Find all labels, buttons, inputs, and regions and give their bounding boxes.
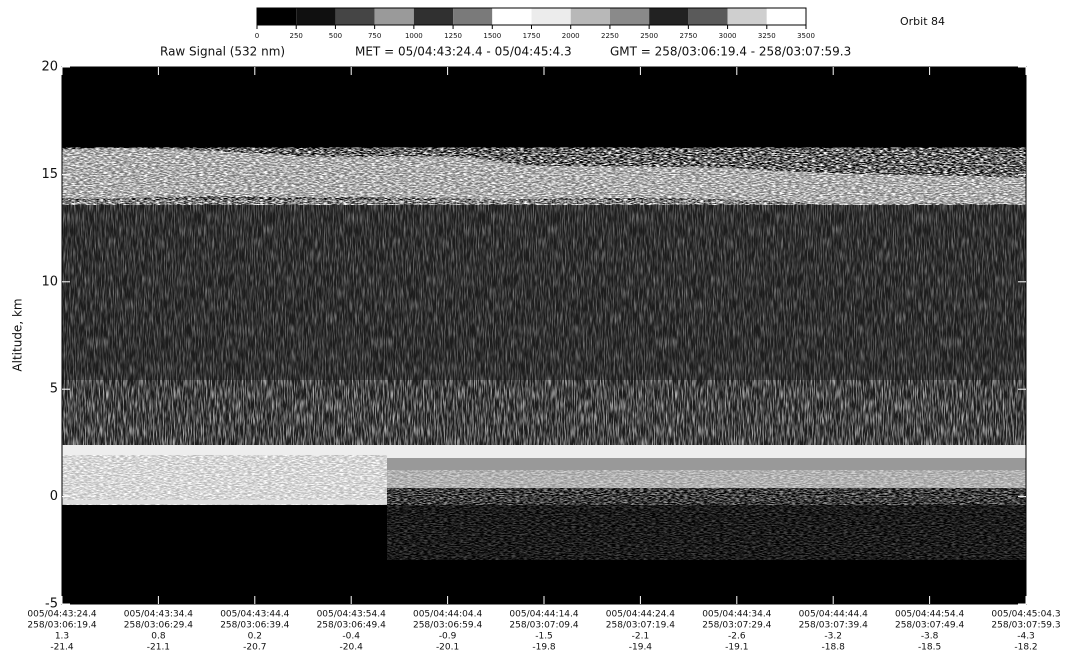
y-axis-label: Altitude, km [11,298,25,371]
x-tick-label: -2.6 [728,632,746,642]
y-tick-label: 20 [41,60,58,75]
y-tick-label: 0 [50,489,58,504]
x-tick-label: 005/04:44:34.4 [702,610,771,620]
x-tick-label: -18.5 [918,643,941,653]
y-tick-label: 10 [41,274,58,289]
x-tick-label: -19.1 [725,643,748,653]
x-tick-label: 258/03:07:49.4 [895,621,964,631]
colorbar-swatch [688,8,727,25]
x-tick-label: 005/04:43:34.4 [124,610,193,620]
colorbar-swatch [335,8,374,25]
x-tick-label: 258/03:06:49.4 [317,621,386,631]
x-tick-label: -19.8 [532,643,556,653]
x-tick-label: 0.2 [248,632,262,642]
colorbar-tick-label: 2750 [679,32,697,40]
x-tick-label: 005/04:44:04.4 [413,610,482,620]
x-tick-label: 258/03:07:59.3 [991,621,1060,631]
x-tick-label: -20.1 [436,643,459,653]
x-tick-label: -21.4 [50,643,74,653]
colorbar-tick-label: 3250 [758,32,776,40]
colorbar-tick-label: 3500 [797,32,815,40]
x-tick-label: -21.1 [147,643,170,653]
colorbar-tick-label: 250 [290,32,303,40]
annotation: Orbit 84 [900,15,945,28]
subtitle-met: MET = 05/04:43:24.4 - 05/04:45:4.3 [355,45,572,59]
x-tick-label: 0.8 [151,632,166,642]
colorbar-tick-label: 0 [255,32,259,40]
x-tick-label: -3.8 [921,632,939,642]
colorbar-swatch [257,8,296,25]
x-tick-label: 258/03:07:39.4 [799,621,868,631]
chart-title: Raw Signal (532 nm) [160,45,285,59]
colorbar-swatch [492,8,531,25]
colorbar-swatch [728,8,767,25]
colorbar-tick-label: 750 [368,32,381,40]
colorbar-swatch [296,8,335,25]
colorbar-tick-label: 2500 [640,32,658,40]
x-tick-label: 258/03:06:29.4 [124,621,193,631]
subtitle-gmt: GMT = 258/03:06:19.4 - 258/03:07:59.3 [610,45,851,59]
x-tick-label: 258/03:06:39.4 [220,621,289,631]
x-tick-label: 258/03:06:19.4 [27,621,96,631]
colorbar-swatch [610,8,649,25]
x-tick-label: 005/04:43:44.4 [220,610,289,620]
colorbar-tick-label: 2250 [601,32,619,40]
colorbar-tick-label: 500 [329,32,342,40]
colorbar-tick-label: 3000 [719,32,737,40]
y-tick-label: 15 [41,167,58,182]
colorbar-tick-label: 1500 [483,32,501,40]
x-tick-label: -2.1 [632,632,650,642]
chart: 0 250 500 750 1000 1250 1500 1750 2000 2250 2500 27… [0,0,1073,666]
lidar-image [62,67,1026,604]
x-tick-label: -4.3 [1017,632,1035,642]
colorbar-swatch [375,8,414,25]
x-tick-label: 005/04:43:24.4 [27,610,96,620]
x-tick-label: -19.4 [629,643,653,653]
colorbar: 0 250 500 750 1000 1250 1500 1750 2000 2250 2500 27… [255,8,815,40]
colorbar-swatch [414,8,453,25]
colorbar-swatch [532,8,571,25]
x-tick-label: 005/04:44:44.4 [799,610,868,620]
colorbar-tick-label: 2000 [562,32,580,40]
x-tick-label: -20.4 [340,643,364,653]
x-tick-label: -3.2 [824,632,842,642]
x-tick-label: -20.7 [243,643,266,653]
colorbar-swatch [767,8,806,25]
x-tick-label: 005/04:44:54.4 [895,610,964,620]
x-tick-label: 258/03:06:59.4 [413,621,482,631]
x-tick-label: 258/03:07:09.4 [509,621,578,631]
x-tick-label: -0.4 [342,632,360,642]
colorbar-swatch [649,8,688,25]
y-tick-label: 5 [50,382,58,397]
x-tick-label: 005/04:44:24.4 [606,610,675,620]
x-tick-label: -0.9 [439,632,457,642]
colorbar-swatch [571,8,610,25]
x-tick-label: -18.2 [1014,643,1037,653]
x-tick-label: -18.8 [822,643,846,653]
x-tick-label: 258/03:07:19.4 [606,621,675,631]
x-tick-label: 005/04:45:04.3 [991,610,1060,620]
x-tick-label: 005/04:44:14.4 [509,610,578,620]
colorbar-tick-label: 1000 [405,32,423,40]
colorbar-swatch [453,8,492,25]
colorbar-tick-label: 1250 [444,32,462,40]
x-tick-label: 258/03:07:29.4 [702,621,771,631]
colorbar-tick-label: 1750 [523,32,541,40]
x-tick-label: 005/04:43:54.4 [317,610,386,620]
x-tick-label: 1.3 [55,632,69,642]
x-tick-label: -1.5 [535,632,553,642]
